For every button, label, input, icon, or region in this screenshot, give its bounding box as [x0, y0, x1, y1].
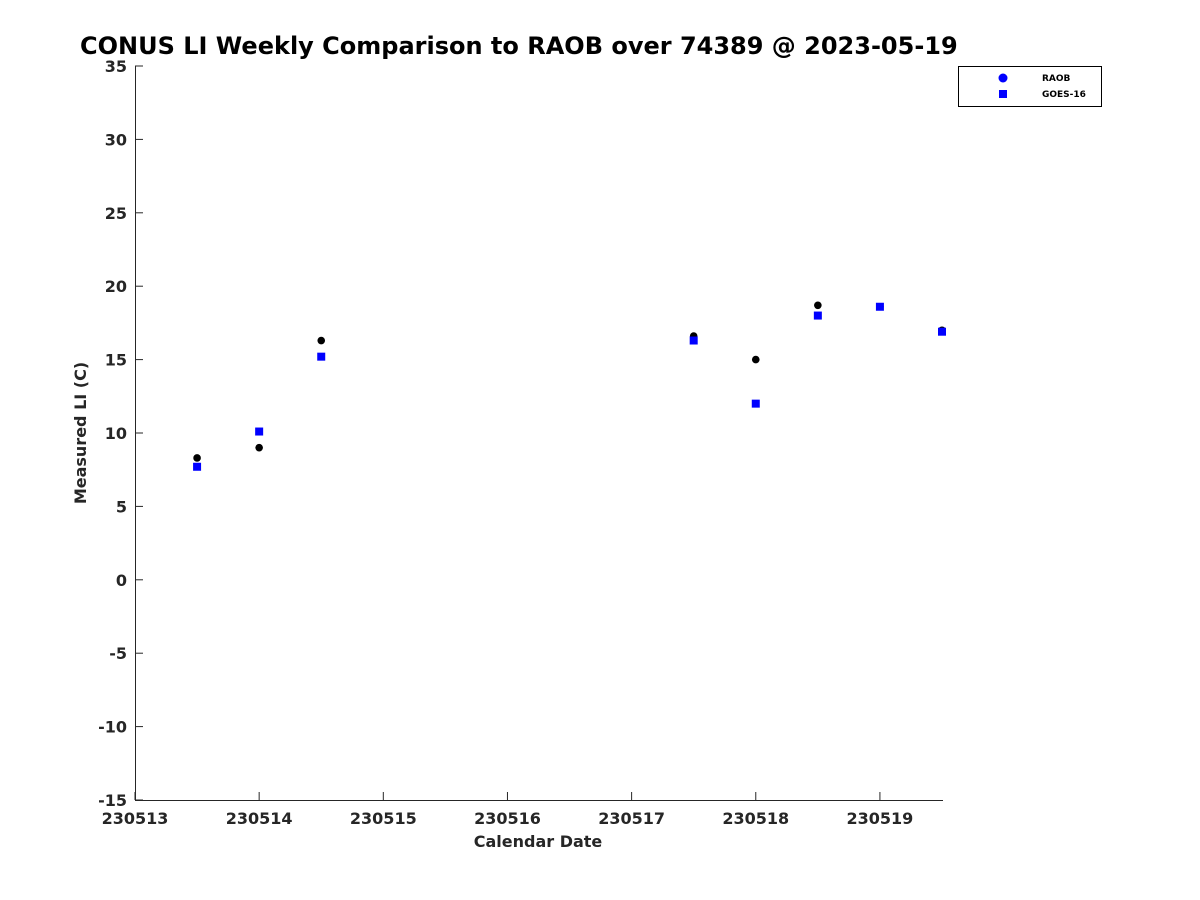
legend-raob-label: RAOB	[1042, 74, 1071, 84]
y-tick-label: 30	[105, 130, 127, 149]
legend-box	[958, 66, 1102, 107]
x-tick-label: 230517	[598, 809, 665, 828]
y-tick-label: -5	[109, 644, 127, 663]
chart-title: CONUS LI Weekly Comparison to RAOB over …	[80, 32, 958, 60]
x-tick-label: 230519	[847, 809, 914, 828]
x-tick-label: 230515	[350, 809, 417, 828]
x-ticks: 230513 230514 230515 230516 230517 230518 2305…	[102, 792, 914, 828]
x-axis-label: Calendar Date	[474, 832, 603, 851]
x-tick-label: 230516	[474, 809, 541, 828]
goes16-point	[938, 327, 946, 336]
legend-goes-marker	[999, 90, 1007, 98]
y-tick-label: 35	[105, 57, 127, 76]
goes16-point	[875, 302, 884, 311]
legend-raob-marker	[998, 73, 1008, 83]
goes16-point	[689, 336, 698, 345]
y-tick-label: 10	[105, 424, 127, 443]
raob-point	[255, 443, 263, 452]
goes16-point	[255, 427, 264, 436]
raob-point	[751, 355, 760, 364]
legend-goes-label: GOES-16	[1042, 90, 1086, 100]
data-points	[193, 301, 946, 471]
goes16-point	[317, 352, 326, 361]
raob-point	[193, 454, 201, 462]
raob-point	[814, 301, 822, 310]
y-ticks: -15 -10 -5 0 5 10 15 20 25 30 35	[98, 57, 143, 810]
y-axis-label: Measured LI (C)	[71, 362, 90, 504]
x-tick-label: 230513	[102, 809, 169, 828]
goes16-point	[193, 462, 202, 471]
y-tick-label: 0	[116, 571, 127, 590]
legend: RAOB GOES-16	[958, 66, 1102, 107]
raob-point	[317, 336, 326, 345]
y-tick-label: 20	[105, 277, 127, 296]
x-tick-label: 230514	[226, 809, 293, 828]
y-tick-label: 15	[105, 351, 127, 370]
y-tick-label: 25	[105, 204, 127, 223]
y-tick-label: 5	[116, 497, 127, 516]
x-tick-label: 230518	[722, 809, 789, 828]
y-tick-label: -10	[98, 718, 127, 737]
goes16-point	[813, 311, 822, 320]
goes16-point	[751, 399, 760, 408]
y-tick-label: -15	[98, 791, 127, 810]
